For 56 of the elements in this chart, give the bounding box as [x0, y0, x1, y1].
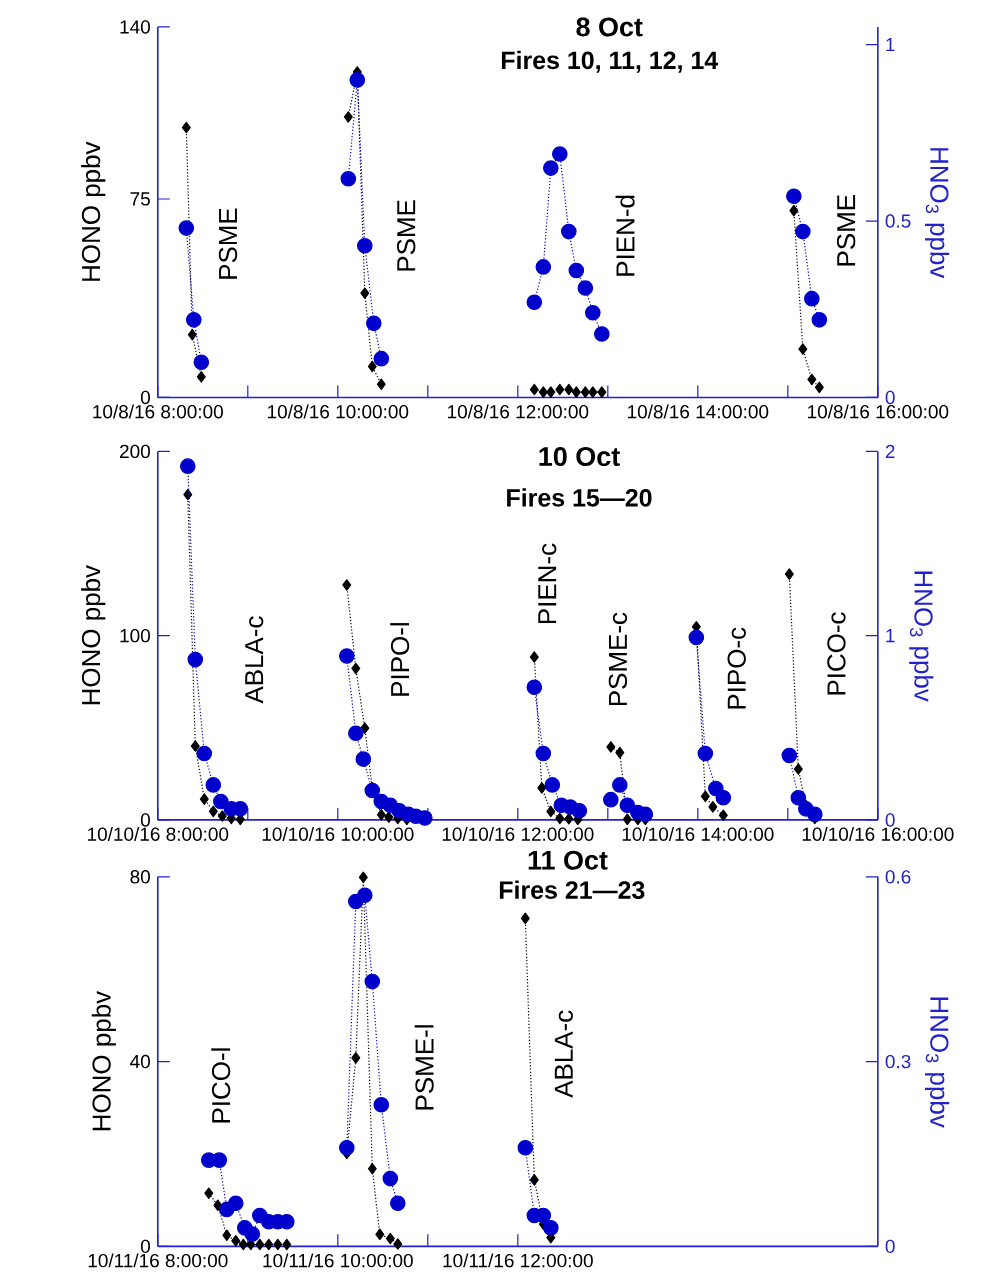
y-tick-label: 75 — [130, 192, 151, 206]
y2-tick-label: 2 — [885, 444, 895, 459]
y-axis-title: HONO ppbv — [81, 565, 106, 705]
annotation: PIPO-l — [390, 623, 410, 696]
y2-axis-title: HNO$_{3}$ ppbv — [925, 997, 950, 1128]
x-tick-label: 10/10/16 12:00:00 — [442, 826, 594, 841]
y2-tick-label: 0 — [885, 813, 895, 827]
y-tick-label: 0 — [141, 1239, 151, 1254]
x-tick-label: 10/11/16 8:00:00 — [88, 1253, 228, 1268]
x-tick-label: 10/11/16 10:00:00 — [263, 1253, 413, 1268]
annotation: PSME-c — [608, 612, 628, 706]
x-tick-label: 10/10/16 16:00:00 — [802, 826, 954, 841]
annotation: PSME — [218, 208, 238, 279]
x-tick-label: 10/8/16 8:00:00 — [93, 404, 224, 419]
x-tick-label: 10/8/16 10:00:00 — [268, 404, 409, 419]
y2-tick-label: 0.6 — [885, 870, 911, 884]
annotation: PSME-l — [414, 1025, 434, 1110]
chart-title: 11 Oct — [528, 850, 608, 870]
y2-tick-label: 0.5 — [885, 214, 911, 228]
annotation: PSME — [837, 195, 856, 266]
x-tick-label: 10/11/16 12:00:00 — [443, 1253, 593, 1268]
x-tick-label: 10/10/16 14:00:00 — [622, 826, 774, 841]
annotation: PICO-l — [211, 1048, 231, 1123]
annotation: ABLA-c — [245, 616, 264, 704]
annotation: PIEN-d — [615, 195, 635, 276]
y2-tick-label: 1 — [886, 38, 895, 52]
annotation: PSME — [397, 200, 416, 271]
y-tick-label: 200 — [120, 444, 151, 459]
annotation: PIPO-c — [727, 627, 747, 709]
y2-tick-label: 0.3 — [885, 1054, 911, 1069]
annotation: PIEN-c — [538, 543, 557, 624]
y2-tick-label: 1 — [886, 629, 895, 643]
y-axis-title: HONO ppbv — [81, 141, 106, 281]
chart-title: 8 Oct — [576, 17, 643, 37]
y2-axis-title: HNO$_{3}$ ppbv — [909, 571, 934, 702]
x-tick-label: 10/8/16 12:00:00 — [448, 404, 589, 419]
y-tick-label: 40 — [130, 1054, 151, 1069]
x-tick-label: 10/10/16 8:00:00 — [88, 826, 229, 841]
text: Fires 10, 11, 12, 14 — [502, 50, 719, 73]
y2-tick-label: 0 — [885, 1239, 895, 1254]
y2-axis-title: HNO$_{3}$ ppbv — [925, 148, 950, 279]
x-tick-label: 10/10/16 10:00:00 — [262, 826, 414, 841]
y-tick-label: 140 — [120, 20, 151, 34]
text: Fires 15—20 — [507, 488, 652, 507]
annotation: ABLA-c — [555, 1010, 574, 1098]
y-tick-label: 0 — [141, 390, 151, 405]
x-tick-label: 10/8/16 16:00:00 — [808, 404, 949, 419]
annotation: PICO-c — [827, 612, 846, 695]
y-tick-label: 100 — [120, 628, 151, 643]
y-tick-label: 80 — [130, 870, 151, 884]
x-tick-label: 10/8/16 14:00:00 — [628, 404, 769, 419]
chart-title: 10 Oct — [539, 447, 621, 467]
y-tick-label: 0 — [141, 813, 151, 827]
chart-subtitle: Fires 21—23 — [500, 880, 645, 899]
y2-tick-label: 0 — [885, 390, 895, 405]
y-axis-title: HONO ppbv — [91, 991, 117, 1131]
